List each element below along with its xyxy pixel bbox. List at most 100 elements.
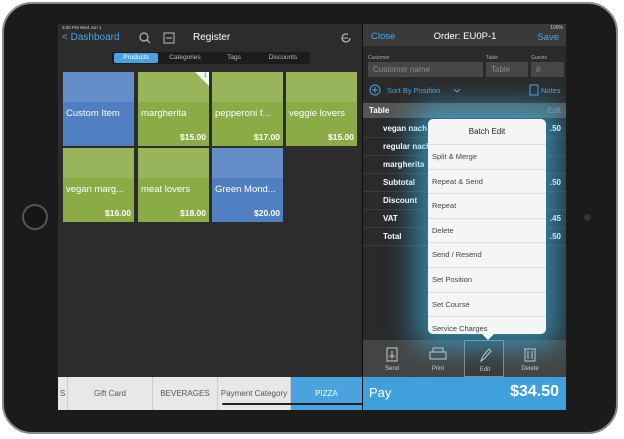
row-label: VAT: [383, 214, 398, 223]
product-tile[interactable]: meat lovers $18.00: [138, 148, 209, 222]
register-panel: 3:06 PM Wed Jun 1 < Dashboard Register P…: [58, 24, 375, 410]
tile-name: veggie lovers: [289, 108, 345, 119]
toolbar-button[interactable]: Edit: [464, 340, 504, 377]
tab[interactable]: Discounts: [268, 54, 298, 61]
header-icons[interactable]: [138, 32, 178, 44]
battery: 100%: [550, 25, 563, 31]
popup-arrow: [481, 333, 495, 340]
batch-option[interactable]: Delete: [428, 217, 546, 243]
notes-button[interactable]: Notes: [541, 86, 561, 95]
section-header: Table Edit: [363, 103, 566, 118]
batch-edit-popup: Batch Edit Split & Merge Repeat & Send Rep…: [428, 119, 546, 334]
batch-option[interactable]: Repeat: [428, 193, 546, 218]
back-label: Dashboard: [70, 32, 120, 43]
tile-name: Custom Item: [66, 108, 120, 119]
tile-shade: [212, 148, 283, 178]
tile-name: margherita: [141, 108, 187, 119]
field-placeholder: Table: [491, 65, 511, 74]
tile-shade: [138, 148, 209, 178]
category-button[interactable]: Gift Card: [68, 377, 153, 410]
register-title: Register: [193, 32, 231, 43]
tab[interactable]: Products: [114, 53, 158, 63]
tile-name: pepperoni f...: [215, 108, 271, 119]
pay-label: Pay: [369, 385, 392, 400]
row-label: Subtotal: [383, 178, 415, 187]
screen: 3:06 PM Wed Jun 1 < Dashboard Register P…: [58, 24, 566, 410]
category-bar: S Gift Card BEVERAGES Payment Category PIZZA: [58, 377, 362, 410]
sort-button[interactable]: Sort By Position: [387, 86, 441, 95]
tile-price: $16.00: [105, 208, 131, 218]
toolbar-label: Print: [431, 366, 445, 372]
tile-price: $15.00: [328, 132, 354, 142]
row-label: margherita: [383, 160, 425, 169]
field-input[interactable]: #: [531, 62, 564, 77]
tile-shade: [138, 72, 209, 102]
row-label: Discount: [383, 196, 418, 205]
batch-option[interactable]: Send / Resend: [428, 242, 546, 267]
row-label: Total: [383, 232, 402, 241]
tool-icon: [386, 347, 398, 362]
tile-name: vegan marg...: [66, 184, 125, 195]
tile-price: $20.00: [254, 208, 280, 218]
batch-option[interactable]: Service Charges: [428, 316, 546, 334]
chevron: [453, 88, 461, 93]
add-icon[interactable]: [369, 84, 381, 96]
category-button[interactable]: S: [58, 377, 68, 410]
pay-button[interactable]: Pay $34.50: [363, 377, 566, 410]
field-label: Table: [486, 55, 498, 61]
tab[interactable]: Tags: [227, 54, 241, 61]
camera: [584, 214, 591, 221]
tool-icon: [429, 347, 447, 360]
row-label: vegan nach: [383, 124, 428, 133]
field-label: Guests: [531, 55, 547, 61]
save-button[interactable]: Save: [537, 32, 559, 43]
tile-name: Green Mond...: [215, 184, 276, 195]
section-title: Table: [369, 106, 390, 115]
batch-option[interactable]: Set Position: [428, 267, 546, 292]
toolbar-button[interactable]: Delete: [510, 340, 550, 377]
product-tile[interactable]: vegan marg... $16.00: [63, 148, 134, 222]
tool-icon: [524, 348, 536, 362]
tile-shade: [63, 148, 134, 178]
status-time: 3:06 PM Wed Jun 1: [62, 25, 102, 30]
product-tile[interactable]: pepperoni f... $17.00: [212, 72, 283, 146]
category-button[interactable]: Payment Category: [218, 377, 291, 410]
sync-icon[interactable]: [340, 32, 352, 44]
back-button[interactable]: < Dashboard: [62, 32, 120, 43]
notes-icon[interactable]: [529, 84, 539, 96]
home-indicator: [222, 403, 375, 405]
tile-price: $18.00: [180, 208, 206, 218]
batch-option[interactable]: Split & Merge: [428, 144, 546, 169]
close-button[interactable]: Close: [371, 31, 396, 42]
row-amount: .45: [549, 214, 561, 223]
product-tile[interactable]: Green Mond... $20.00: [212, 148, 283, 222]
product-tile[interactable]: Custom Item: [63, 72, 134, 146]
category-button[interactable]: PIZZA: [291, 377, 362, 410]
order-title: Order: EU0P-1: [433, 31, 497, 42]
category-button[interactable]: BEVERAGES: [153, 377, 218, 410]
batch-option[interactable]: Repeat & Send: [428, 168, 546, 194]
home-button: [22, 204, 48, 230]
product-tile[interactable]: veggie lovers $15.00: [286, 72, 357, 146]
toolbar-label: Send: [384, 366, 399, 372]
toolbar-button[interactable]: Print: [418, 340, 458, 377]
row-amount: .50: [549, 178, 561, 187]
batch-option[interactable]: Set Course: [428, 291, 546, 317]
toolbar-label: Edit: [479, 367, 491, 373]
tab[interactable]: Categories: [169, 54, 201, 61]
edit-button[interactable]: Edit: [547, 106, 561, 115]
field-input[interactable]: Customer name: [368, 62, 483, 77]
product-tile[interactable]: margherita $15.00 1: [138, 72, 209, 146]
field-label: Customer: [368, 55, 390, 61]
tab-bar: Products Categories Tags Discounts: [112, 52, 310, 64]
tile-name: meat lovers: [141, 184, 191, 195]
row-amount: .50: [549, 124, 561, 133]
field-input[interactable]: Table: [486, 62, 528, 77]
pay-total: $34.50: [510, 383, 559, 400]
toolbar-button[interactable]: Send: [372, 340, 412, 377]
tile-price: $17.00: [254, 132, 280, 142]
tool-icon: [479, 348, 492, 363]
tile-shade: [63, 72, 134, 102]
toolbar-label: Delete: [521, 366, 539, 372]
